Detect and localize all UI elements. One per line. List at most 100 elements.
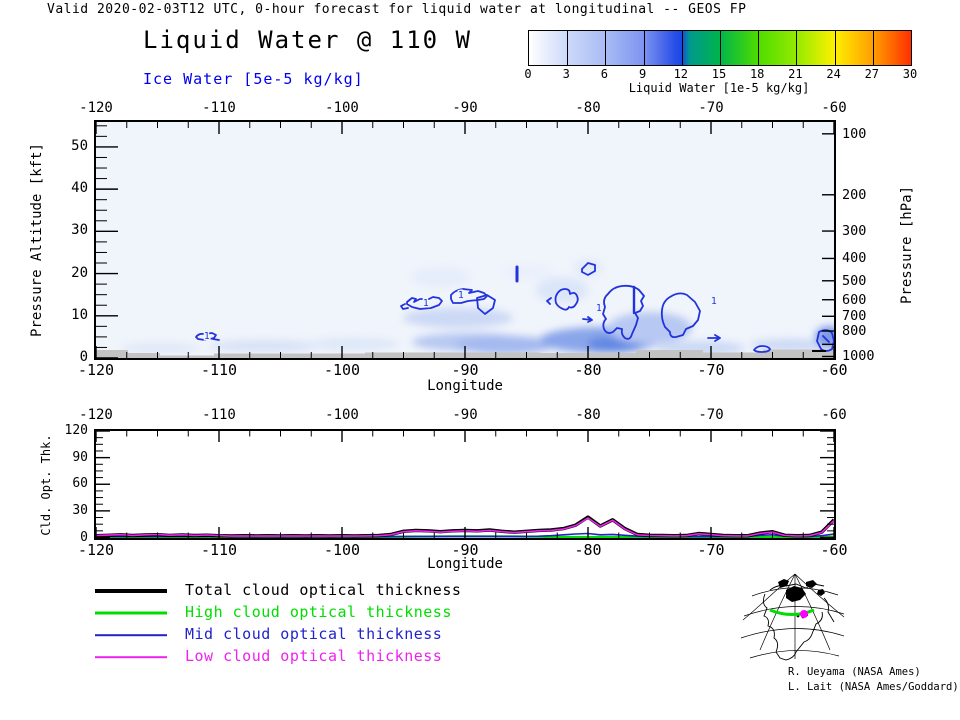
x-tick-label: -100 <box>323 361 361 379</box>
legend-item-label: Mid cloud optical thickness <box>185 625 443 643</box>
x-tick-label: -110 <box>202 100 236 116</box>
x-tick-label: -60 <box>820 541 848 559</box>
legend-row: Total cloud optical thickness <box>92 580 512 602</box>
locator-globe <box>740 573 845 661</box>
legend-item-label: Total cloud optical thickness <box>185 581 462 599</box>
pressure-tick-label: 200 <box>842 186 867 203</box>
altitude-tick-label: 30 <box>71 222 88 239</box>
opt-thickness-tick-label: 120 <box>64 423 88 438</box>
colorbar-tick-label: 12 <box>673 67 689 81</box>
validity-header: Valid 2020-02-03T12 UTC, 0-hour forecast… <box>47 2 747 17</box>
legend-row: Low cloud optical thickness <box>92 646 512 668</box>
x-tick-label: -100 <box>325 100 359 116</box>
x-tick-label: -70 <box>698 407 724 423</box>
svg-text:1: 1 <box>711 296 717 307</box>
cross-section-path-highlight <box>769 608 815 616</box>
x-tick-label: -90 <box>451 361 479 379</box>
colorbar-tick-label: 9 <box>638 67 647 81</box>
ice-water-subtitle: Ice Water [5e-5 kg/kg] <box>143 70 364 88</box>
pressure-tick-label: 300 <box>842 223 867 240</box>
location-marker <box>800 610 808 618</box>
lower-plot-axis-ticks <box>96 431 834 538</box>
x-tick-label: -110 <box>200 541 238 559</box>
x-tick-label: -120 <box>77 541 115 559</box>
pressure-tick-label: 500 <box>842 272 867 289</box>
pressure-tick-label: 400 <box>842 250 867 267</box>
colorbar-caption: Liquid Water [1e-5 kg/kg] <box>628 81 810 95</box>
x-tick-label: -90 <box>451 541 479 559</box>
colorbar-segment-divider <box>567 31 569 65</box>
optical-thickness-legend: Total cloud optical thickness High cloud … <box>92 580 512 668</box>
svg-text:1: 1 <box>204 331 210 342</box>
colorbar-tick-label: 0 <box>524 67 532 81</box>
main-plot-canvas: 1 1 1 1 1 <box>96 122 834 358</box>
altitude-tick-label: 0 <box>79 349 88 365</box>
legend-line-sample <box>95 634 167 636</box>
altitude-tick-label: 40 <box>71 180 88 197</box>
svg-text:1: 1 <box>596 303 602 314</box>
x-tick-label: -70 <box>697 361 725 379</box>
x-tick-label: -60 <box>821 407 847 423</box>
colorbar-tick-label: 6 <box>600 67 608 81</box>
colorbar-tick-label: 21 <box>788 67 803 81</box>
optical-thickness-plot <box>94 429 836 540</box>
svg-text:1: 1 <box>423 298 429 309</box>
x-tick-label: -100 <box>325 407 359 423</box>
main-cross-section-plot: 1 1 1 1 1 <box>94 120 836 360</box>
x-tick-label: -60 <box>821 100 847 116</box>
main-plot-left-axis-title: Pressure Altitude [kft] <box>29 143 45 337</box>
ice-water-contours <box>195 262 834 353</box>
x-tick-label: -90 <box>452 100 478 116</box>
pressure-tick-label: 800 <box>842 323 867 340</box>
colorbar-segment-divider <box>758 31 760 65</box>
contour-level-labels: 1 1 1 1 1 <box>203 289 719 344</box>
opt-thickness-tick-label: 60 <box>72 476 88 492</box>
x-tick-label: -70 <box>698 100 724 116</box>
altitude-tick-label: 50 <box>71 137 88 154</box>
pressure-tick-label: 700 <box>842 308 867 325</box>
page-title: Liquid Water @ 110 W <box>143 26 472 54</box>
altitude-tick-label: 10 <box>71 306 88 323</box>
credits: R. Ueyama (NASA Ames) L. Lait (NASA Ames/… <box>788 665 959 695</box>
lower-plot-y-axis-title: Cld. Opt. Thk. <box>39 434 53 536</box>
pressure-tick-label: 100 <box>842 125 867 142</box>
main-plot-axis-ticks <box>96 122 834 358</box>
legend-row: High cloud optical thickness <box>92 602 512 624</box>
pressure-tick-label: 1000 <box>842 348 875 365</box>
optical-thickness-canvas <box>96 431 834 538</box>
x-tick-label: -70 <box>697 541 725 559</box>
colorbar-segment-divider <box>605 31 607 65</box>
credit-line: L. Lait (NASA Ames/Goddard) <box>788 681 959 693</box>
x-tick-label: -110 <box>200 361 238 379</box>
opt-thickness-tick-label: 30 <box>72 502 88 518</box>
x-tick-label: -80 <box>575 407 601 423</box>
lower-plot-x-axis-title: Longitude <box>427 556 503 572</box>
opt-thickness-tick-label: 90 <box>72 449 88 465</box>
colorbar-tick-label: 24 <box>826 67 841 81</box>
x-tick-label: -80 <box>574 541 602 559</box>
altitude-tick-label: 20 <box>71 264 88 281</box>
x-tick-label: -120 <box>77 361 115 379</box>
legend-item-label: Low cloud optical thickness <box>185 647 443 665</box>
x-tick-label: -120 <box>79 407 113 423</box>
svg-text:1: 1 <box>458 290 464 301</box>
x-tick-label: -120 <box>79 100 113 116</box>
colorbar-segment-divider <box>796 31 798 65</box>
colorbar-tick-label: 27 <box>864 67 880 81</box>
x-tick-label: -80 <box>574 361 602 379</box>
colorbar-segment-divider <box>720 31 721 65</box>
colorbar-segment-divider <box>834 31 836 65</box>
x-tick-label: -100 <box>323 541 361 559</box>
opt-thickness-tick-label: 0 <box>80 529 88 545</box>
colorbar-tick-label: 15 <box>711 67 727 81</box>
liquid-water-colorbar <box>528 30 912 66</box>
colorbar-tick-label: 18 <box>749 67 765 81</box>
main-plot-x-axis-title: Longitude <box>427 378 503 394</box>
legend-line-sample <box>95 589 167 593</box>
legend-item-label: High cloud optical thickness <box>185 603 452 621</box>
legend-line-sample <box>95 611 167 615</box>
colorbar-segment-divider <box>872 31 874 65</box>
pressure-tick-label: 600 <box>842 291 867 308</box>
x-tick-label: -110 <box>202 407 236 423</box>
